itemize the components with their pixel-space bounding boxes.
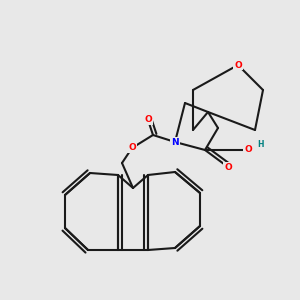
Text: O: O	[144, 116, 152, 124]
Text: O: O	[244, 146, 252, 154]
Text: O: O	[224, 163, 232, 172]
Text: H: H	[257, 140, 263, 149]
Text: O: O	[234, 61, 242, 70]
Text: N: N	[171, 137, 179, 146]
Text: O: O	[128, 143, 136, 152]
